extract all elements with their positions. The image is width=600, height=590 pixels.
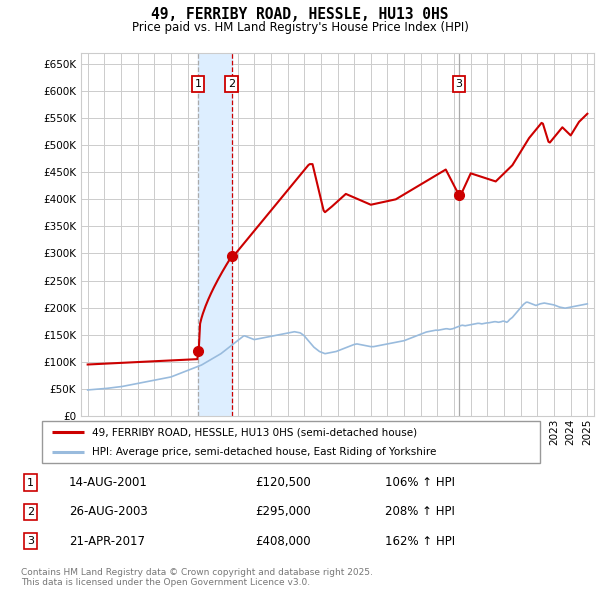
Text: £120,500: £120,500: [255, 476, 311, 489]
Text: £408,000: £408,000: [255, 535, 311, 548]
Text: 49, FERRIBY ROAD, HESSLE, HU13 0HS: 49, FERRIBY ROAD, HESSLE, HU13 0HS: [151, 7, 449, 22]
Text: Price paid vs. HM Land Registry's House Price Index (HPI): Price paid vs. HM Land Registry's House …: [131, 21, 469, 34]
Text: £295,000: £295,000: [255, 505, 311, 519]
Text: 3: 3: [27, 536, 34, 546]
Text: 3: 3: [455, 79, 463, 89]
Text: 1: 1: [194, 79, 202, 89]
Text: 21-APR-2017: 21-APR-2017: [69, 535, 145, 548]
Text: 14-AUG-2001: 14-AUG-2001: [69, 476, 148, 489]
Text: 2: 2: [228, 79, 235, 89]
Bar: [198, 53, 232, 416]
Text: 26-AUG-2003: 26-AUG-2003: [69, 505, 148, 519]
Text: HPI: Average price, semi-detached house, East Riding of Yorkshire: HPI: Average price, semi-detached house,…: [92, 447, 436, 457]
Text: 49, FERRIBY ROAD, HESSLE, HU13 0HS (semi-detached house): 49, FERRIBY ROAD, HESSLE, HU13 0HS (semi…: [92, 427, 417, 437]
Text: 162% ↑ HPI: 162% ↑ HPI: [385, 535, 455, 548]
Text: 208% ↑ HPI: 208% ↑ HPI: [385, 505, 454, 519]
Text: Contains HM Land Registry data © Crown copyright and database right 2025.
This d: Contains HM Land Registry data © Crown c…: [21, 568, 373, 587]
Text: 106% ↑ HPI: 106% ↑ HPI: [385, 476, 455, 489]
Text: 2: 2: [27, 507, 34, 517]
Text: 1: 1: [27, 477, 34, 487]
FancyBboxPatch shape: [42, 421, 540, 463]
